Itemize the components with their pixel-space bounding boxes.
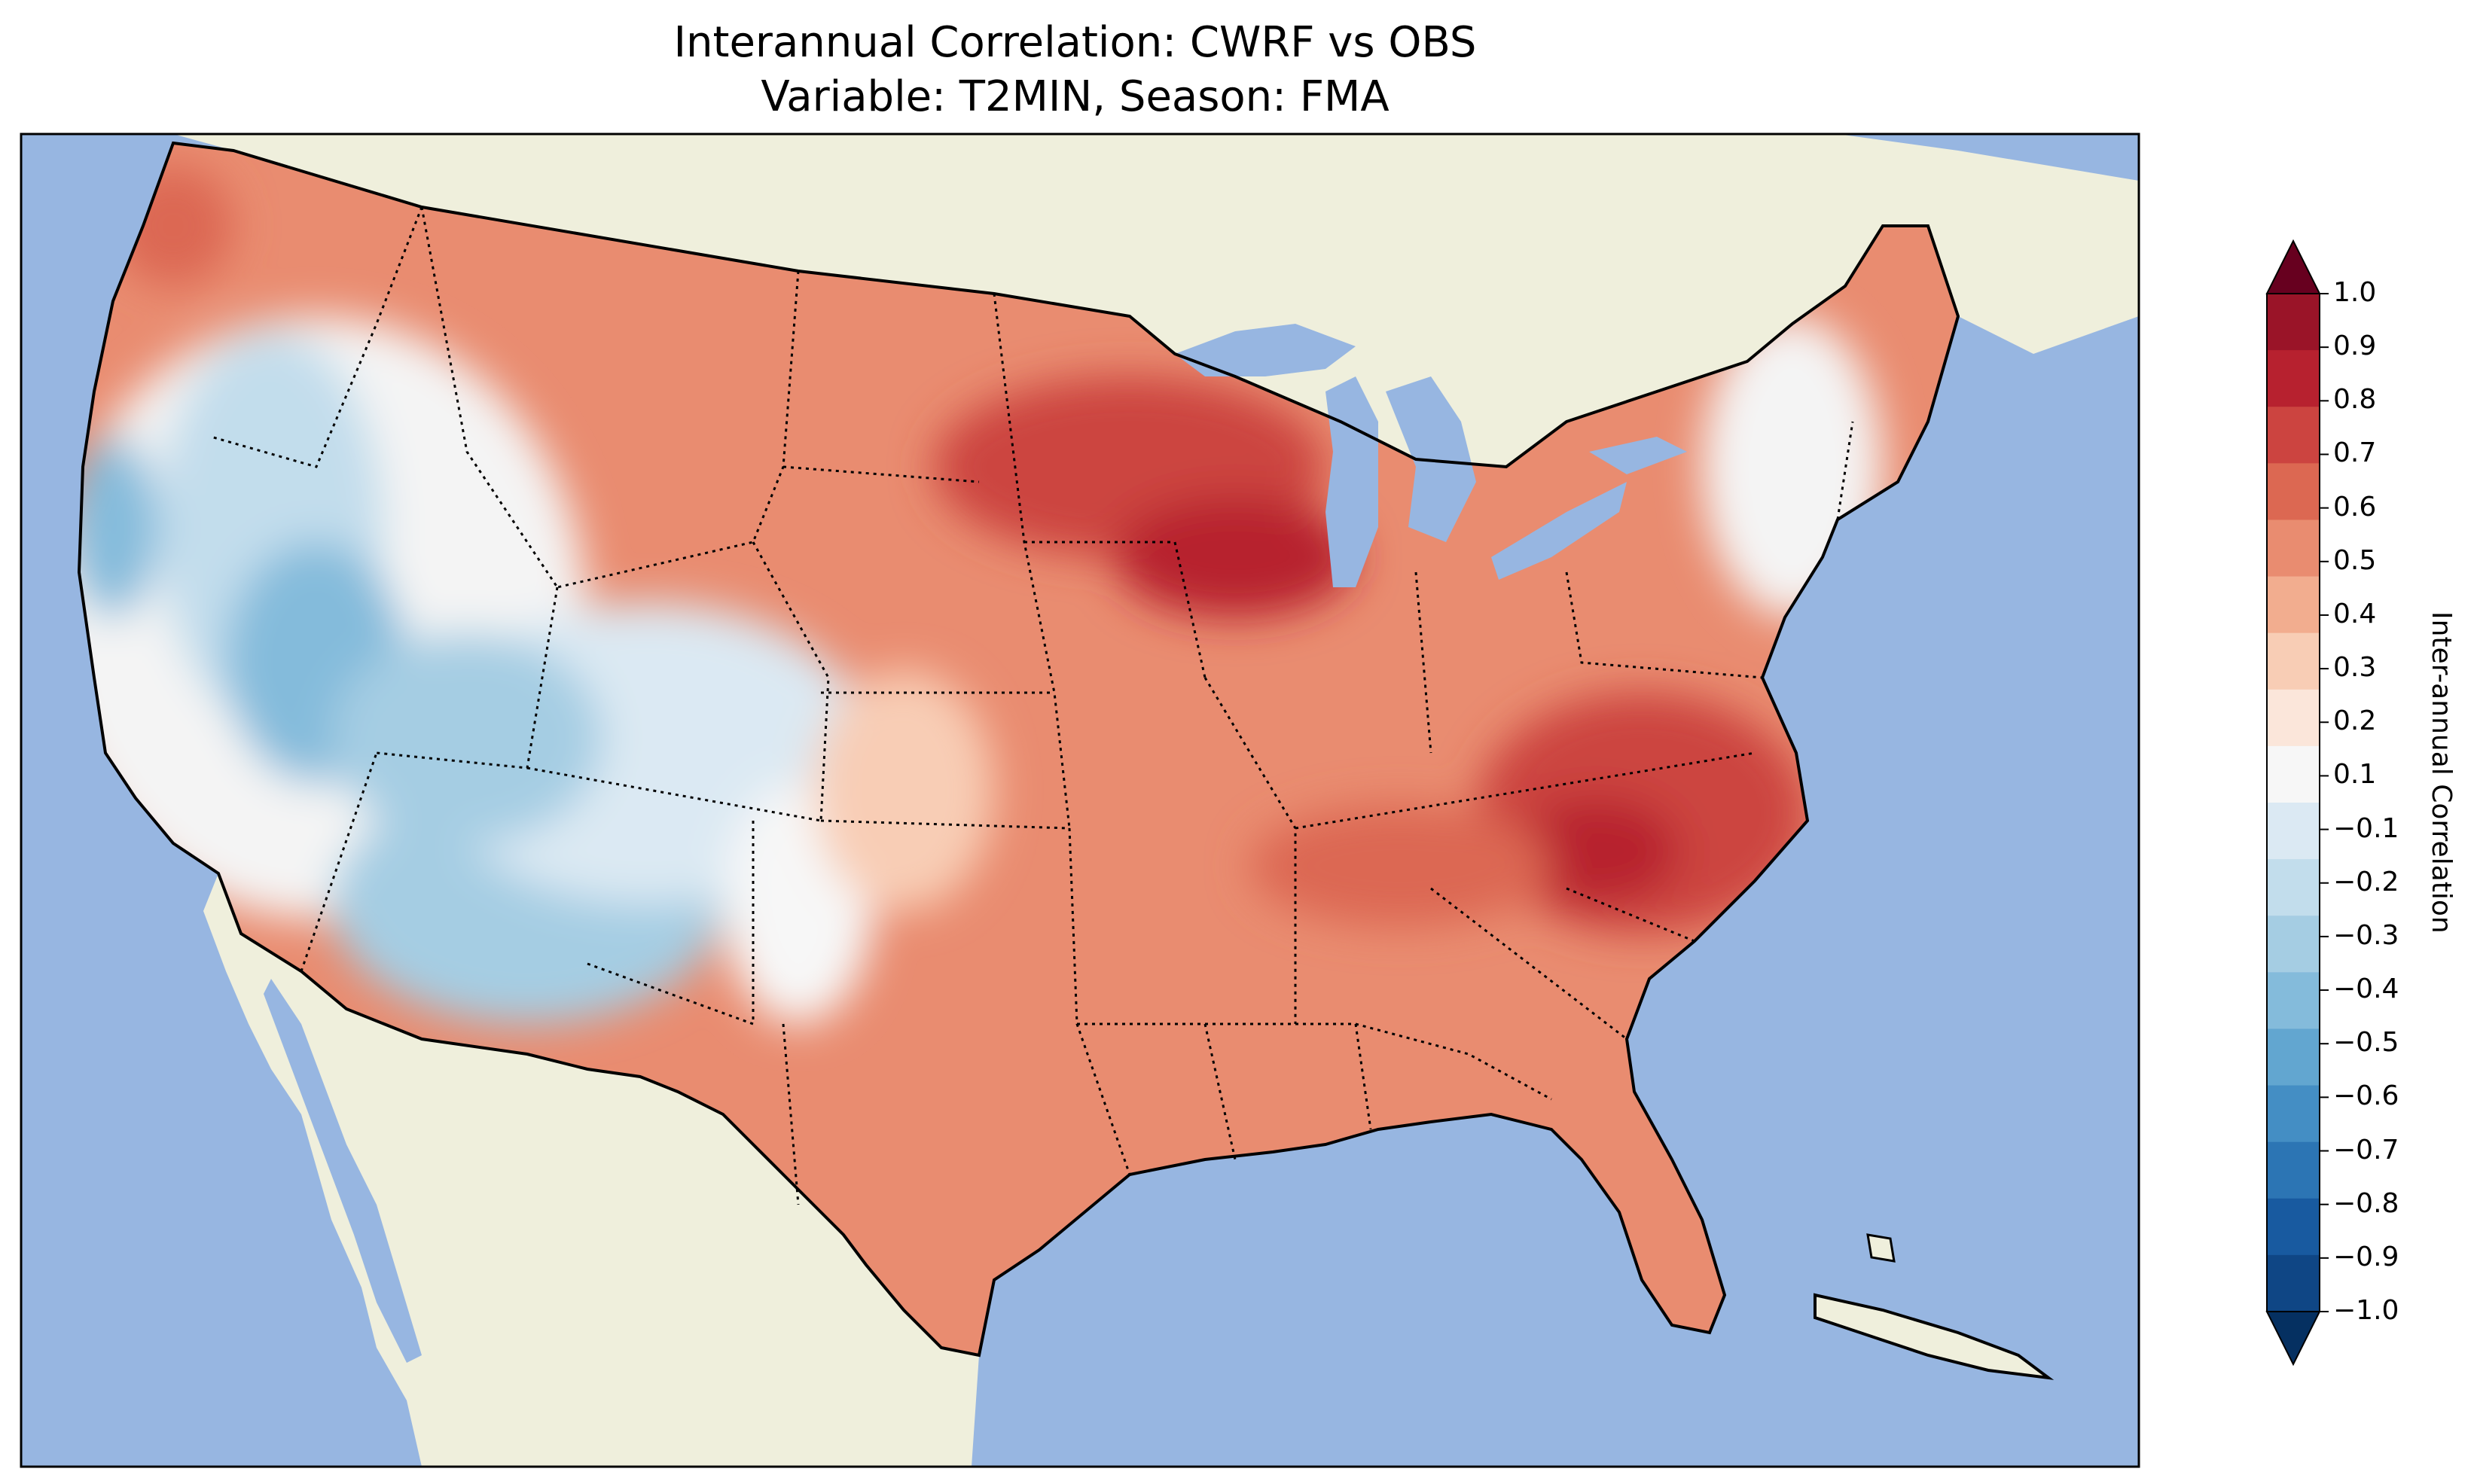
colorbar-segment — [2267, 1141, 2320, 1199]
colorbar-tick-label: −1.0 — [2333, 1295, 2399, 1326]
colorbar-segment — [2267, 463, 2320, 520]
colorbar-segment — [2267, 350, 2320, 407]
colorbar-over-extension — [2265, 239, 2321, 294]
map-frame — [20, 133, 2140, 1468]
colorbar-tick-label: 0.6 — [2333, 491, 2377, 523]
colorbar-segment — [2267, 803, 2320, 860]
colorbar-tick-label: 0.8 — [2333, 384, 2377, 416]
colorbar — [2265, 239, 2329, 1367]
colorbar-segment — [2267, 520, 2320, 577]
colorbar-under-extension — [2265, 1311, 2321, 1367]
colorbar-tick-label: 0.2 — [2333, 705, 2377, 737]
colorbar-tick-label: −0.3 — [2333, 919, 2399, 951]
colorbar-tick-label: −0.4 — [2333, 974, 2399, 1005]
colorbar-tick-label: 0.1 — [2333, 759, 2377, 791]
colorbar-tick-label: −0.7 — [2333, 1134, 2399, 1166]
colorbar-segment — [2267, 576, 2320, 634]
map-title-line1: Interannual Correlation: CWRF vs OBS — [673, 18, 1477, 67]
canada-land — [173, 134, 2139, 467]
colorbar-segment — [2267, 1198, 2320, 1256]
colorbar-tick-label: 0.4 — [2333, 598, 2377, 629]
us-coastline — [77, 141, 1960, 1358]
map-title-line2: Variable: T2MIN, Season: FMA — [761, 72, 1390, 121]
state-borders — [210, 206, 1854, 1205]
colorbar-segment — [2267, 1085, 2320, 1143]
colorbar-tick-label: 1.0 — [2333, 277, 2377, 308]
colorbar-tick-label: 0.3 — [2333, 652, 2377, 684]
colorbar-segment — [2267, 632, 2320, 690]
cuba — [1814, 1293, 2055, 1380]
colorbar-tick-label: −0.1 — [2333, 812, 2399, 844]
colorbar-frame — [2266, 293, 2320, 1312]
colorbar-tick-label: −0.6 — [2333, 1080, 2399, 1112]
colorbar-segment — [2267, 916, 2320, 973]
bahamas — [1866, 1233, 1896, 1263]
colorbar-tick-label: 0.9 — [2333, 331, 2377, 362]
colorbar-tick-label: −0.8 — [2333, 1187, 2399, 1219]
colorbar-tick-label: −0.9 — [2333, 1241, 2399, 1272]
colorbar-segment — [2267, 1254, 2320, 1312]
colorbar-segment — [2267, 407, 2320, 464]
colorbar-tick-label: 0.5 — [2333, 544, 2377, 576]
colorbar-axis-label: Inter-annual Correlation — [2426, 611, 2457, 934]
colorbar-tick-label: 0.7 — [2333, 437, 2377, 469]
colorbar-segment — [2267, 745, 2320, 803]
colorbar-segment — [2267, 689, 2320, 747]
gulf-of-california — [264, 979, 422, 1363]
map-area — [21, 134, 2139, 1467]
colorbar-tick-label: −0.5 — [2333, 1027, 2399, 1059]
colorbar-segment — [2267, 972, 2320, 1029]
colorbar-tick-label: −0.2 — [2333, 866, 2399, 897]
colorbar-segment — [2267, 294, 2320, 351]
colorbar-segment — [2267, 1028, 2320, 1086]
colorbar-segment — [2267, 859, 2320, 916]
